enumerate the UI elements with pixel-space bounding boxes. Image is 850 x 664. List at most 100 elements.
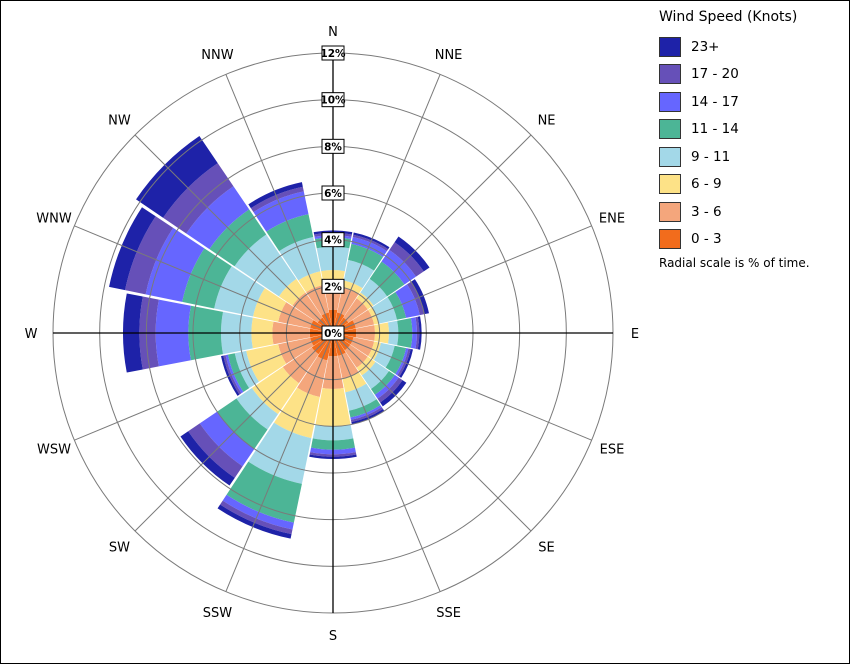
sector-sse-bin-6 (350, 405, 382, 420)
direction-label-n: N (328, 25, 338, 40)
sector-nnw-bin-8 (248, 182, 303, 209)
legend: Wind Speed (Knots) 23+ 17 - 20 14 - 17 11 -… (659, 9, 844, 270)
direction-labels: N NNE NE ENE E ESE SE SSE S SSW SW WSW W WNW NW NNW (25, 25, 640, 644)
sector-ssw-bin-3 (273, 387, 320, 439)
direction-label-nw: NW (108, 113, 131, 128)
sector-wnw-bin-4 (214, 266, 265, 317)
sector-nnw-bin-3 (298, 271, 324, 293)
direction-label-s: S (329, 629, 337, 644)
radial-label-box-6 (321, 185, 345, 201)
direction-label-sse: SSE (436, 606, 461, 621)
radial-label-4: 4% (324, 235, 342, 247)
direction-label-ese: ESE (600, 443, 625, 458)
sector-ese-bin-6 (395, 348, 409, 376)
legend-entry: 23+ (659, 33, 844, 61)
legend-swatch (659, 174, 681, 195)
sector-nnw-bin-4 (279, 237, 321, 281)
direction-label-wsw: WSW (37, 443, 71, 458)
sector-ssw-bin-7 (220, 500, 293, 535)
sector-ese-bin-8 (399, 349, 413, 378)
sector-sse-bin-2 (337, 352, 359, 379)
sector-ssw-bin-4 (248, 422, 312, 484)
spoke-ne (332, 134, 532, 334)
sector-sse-bin-4 (345, 383, 377, 411)
spoke-wnw (74, 225, 334, 334)
legend-label: 3 - 6 (691, 203, 722, 220)
sector-nne-bin-7 (352, 234, 389, 252)
sector-nne-bin-4 (343, 259, 375, 289)
radial-label-6: 6% (324, 188, 342, 200)
sector-ssw-bin-8 (217, 504, 292, 539)
legend-entry: 14 - 17 (659, 88, 844, 116)
direction-label-w: W (25, 327, 38, 342)
sector-ene-bin-4 (371, 297, 397, 324)
sector-ese-bin-4 (373, 342, 395, 368)
sector-wnw-bin-3 (253, 288, 287, 322)
direction-label-ene: ENE (599, 211, 625, 226)
legend-title: Wind Speed (Knots) (659, 9, 798, 25)
radial-label-box-12 (321, 45, 345, 61)
legend-entry: 9 - 11 (659, 143, 844, 171)
legend-entry: 17 - 20 (659, 61, 844, 89)
legend-label: 6 - 9 (691, 176, 722, 193)
direction-label-nne: NNE (435, 48, 463, 63)
sector-ese-bin-7 (397, 348, 411, 377)
radial-label-box-8 (321, 138, 345, 154)
legend-entry: 3 - 6 (659, 198, 844, 226)
radial-label-box-2 (321, 278, 345, 294)
spoke-ene (332, 225, 592, 334)
legend-swatch (659, 201, 681, 222)
sector-nne-bin-5 (348, 243, 384, 271)
sector-wnw-bin-6 (145, 227, 205, 302)
sector-wsw-bin-6 (225, 354, 244, 394)
legend-label: 11 - 14 (691, 121, 739, 138)
legend-label: 17 - 20 (691, 66, 739, 83)
direction-label-e: E (631, 327, 639, 342)
legend-label: 0 - 3 (691, 231, 722, 248)
spoke-wsw (74, 332, 334, 441)
legend-entry: 6 - 9 (659, 171, 844, 199)
spoke-se (332, 332, 532, 532)
sector-sse-bin-7 (350, 407, 384, 423)
spoke-sse (332, 332, 441, 592)
direction-label-wnw: WNW (36, 211, 72, 226)
sector-ene-bin-6 (395, 284, 420, 318)
legend-label: 9 - 11 (691, 148, 731, 165)
sector-ese-bin-2 (350, 337, 375, 357)
direction-label-sw: SW (109, 541, 130, 556)
direction-label-ssw: SSW (203, 606, 233, 621)
direction-label-nnw: NNW (201, 48, 233, 63)
direction-label-se: SE (538, 541, 554, 556)
sector-wnw-bin-7 (125, 216, 174, 295)
radial-scale-note: Radial scale is % of time. (659, 256, 810, 270)
legend-swatch (659, 146, 681, 167)
legend-entry: 0 - 3 (659, 226, 844, 254)
legend-label: 14 - 17 (691, 93, 739, 110)
radial-label-2: 2% (324, 281, 342, 293)
legend-label: 23+ (691, 38, 720, 55)
radial-label-8: 8% (324, 141, 342, 153)
sector-wsw-bin-8 (221, 355, 240, 396)
spoke-nw (134, 134, 334, 334)
radial-label-10: 10% (320, 95, 346, 107)
sector-wsw-bin-3 (246, 344, 287, 382)
legend-swatch (659, 229, 681, 250)
radial-scale-labels: 0% 2% 4% 6% 8% 10% 12% (320, 45, 346, 341)
radial-label-box-10 (321, 92, 345, 108)
direction-label-ne: NE (538, 113, 556, 128)
spoke-nnw (225, 74, 334, 334)
sector-nnw-bin-5 (266, 214, 314, 252)
sector-ssw-bin-2 (297, 356, 328, 397)
sector-nne-bin-2 (337, 287, 359, 316)
spoke-ese (332, 332, 592, 441)
legend-swatch (659, 91, 681, 112)
legend-swatch (659, 119, 681, 140)
legend-swatch (659, 36, 681, 57)
legend-entry: 11 - 14 (659, 116, 844, 144)
sector-nne-bin-8 (353, 232, 390, 250)
legend-entries: 23+ 17 - 20 14 - 17 11 - 14 9 - 11 6 - 9 3 - 6… (659, 33, 844, 253)
sector-ssw-bin-5 (226, 461, 302, 523)
rose-sectors (109, 136, 430, 539)
radial-label-box-0 (321, 325, 345, 341)
